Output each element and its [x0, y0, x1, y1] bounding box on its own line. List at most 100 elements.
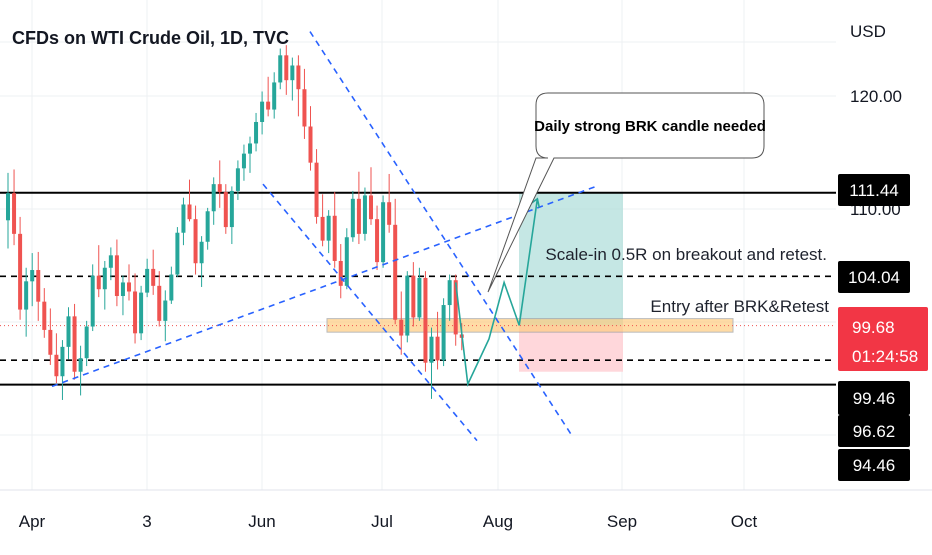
- candle-body-73: [447, 280, 452, 306]
- candle-body-38: [235, 168, 240, 191]
- trendline-falling-lower: [262, 183, 478, 442]
- candle-body-61: [375, 219, 380, 263]
- x-tick-4: Aug: [483, 512, 513, 531]
- target-zone: [519, 192, 623, 326]
- candle-body-11: [72, 316, 77, 372]
- candle-body-39: [241, 153, 246, 169]
- candle-body-33: [205, 211, 210, 242]
- candle-body-21: [133, 291, 138, 334]
- x-tick-0: Apr: [19, 512, 46, 531]
- candle-body-34: [211, 184, 216, 212]
- candle-body-10: [66, 316, 71, 347]
- candle-body-58: [356, 198, 361, 234]
- candle-body-67: [411, 275, 416, 318]
- trendline-falling-upper: [309, 31, 574, 438]
- annotation-scale-in: Scale-in 0.5R on breakout and retest.: [545, 245, 827, 264]
- candle-body-16: [102, 267, 107, 290]
- trendline-rising: [51, 185, 597, 388]
- candle-body-68: [417, 277, 422, 318]
- candle-body-51: [314, 162, 319, 217]
- chart-title: CFDs on WTI Crude Oil, 1D, TVC: [12, 28, 289, 48]
- candle-body-48: [296, 65, 301, 90]
- candle-body-44: [272, 82, 277, 110]
- candle-body-47: [290, 65, 295, 81]
- candle-body-74: [453, 280, 458, 335]
- level-label-box-2: [838, 415, 910, 447]
- candle-body-13: [84, 326, 89, 359]
- candle-body-64: [393, 224, 398, 320]
- candle-body-0: [6, 193, 10, 221]
- price-label-box: [838, 381, 910, 415]
- candle-body-40: [248, 143, 252, 154]
- candle-body-42: [260, 101, 265, 122]
- candle-body-70: [429, 336, 434, 363]
- x-tick-1: 3: [142, 512, 151, 531]
- candle-body-30: [187, 204, 192, 220]
- candle-body-46: [284, 55, 289, 81]
- candle-body-66: [405, 275, 410, 336]
- price-label-text: 99.46: [853, 389, 896, 408]
- candle-body-50: [308, 126, 313, 163]
- candle-body-52: [320, 216, 325, 241]
- candle-body-22: [139, 292, 144, 334]
- level-label-box-3: [838, 449, 910, 481]
- x-tick-6: Oct: [731, 512, 758, 531]
- callout-text: Daily strong BRK candle needed: [534, 118, 766, 135]
- y-tick-0: 120.00: [850, 87, 902, 106]
- candle-body-35: [217, 184, 222, 193]
- candle-body-7: [48, 329, 53, 355]
- candle-body-41: [254, 121, 259, 144]
- candle-body-43: [266, 101, 271, 110]
- candle-body-69: [423, 277, 428, 363]
- candle-body-4: [30, 270, 35, 282]
- candle-body-15: [96, 275, 101, 290]
- candle-body-60: [369, 195, 373, 220]
- candle-body-37: [229, 190, 234, 228]
- countdown-text: 01:24:58: [852, 347, 918, 366]
- callout-bubble: [487, 92, 765, 293]
- candle-body-26: [163, 300, 168, 321]
- candle-body-18: [114, 255, 119, 297]
- candle-body-27: [169, 274, 174, 301]
- candle-body-56: [344, 237, 349, 286]
- candle-body-1: [12, 193, 17, 234]
- candle-body-2: [18, 233, 23, 310]
- candle-body-19: [120, 282, 125, 297]
- entry-zone: [326, 318, 734, 333]
- candle-body-54: [332, 215, 337, 261]
- candle-body-31: [193, 219, 198, 264]
- level-label-box-1: [838, 261, 910, 293]
- stop-zone: [519, 325, 623, 372]
- candle-body-55: [338, 260, 343, 286]
- candle-body-12: [78, 358, 83, 372]
- candle-body-59: [362, 195, 367, 234]
- candle-body-5: [36, 270, 41, 302]
- candle-body-62: [381, 202, 386, 263]
- candle-body-36: [223, 192, 228, 228]
- candle-body-53: [326, 215, 331, 241]
- projection-path: [454, 198, 539, 388]
- current-price-text: 99.68: [852, 318, 895, 337]
- annotation-entry: Entry after BRK&Retest: [650, 297, 829, 316]
- candle-body-25: [157, 285, 162, 321]
- candles-group: [6, 45, 464, 400]
- x-tick-2: Jun: [248, 512, 275, 531]
- level-label-text-0: 111.44: [849, 181, 898, 200]
- x-tick-5: Sep: [607, 512, 637, 531]
- candle-body-6: [42, 301, 47, 330]
- candle-body-72: [441, 305, 446, 361]
- candle-body-71: [435, 336, 440, 361]
- level-label-text-3: 94.46: [853, 456, 896, 475]
- candle-body-14: [90, 275, 95, 327]
- candle-body-49: [302, 89, 307, 127]
- current-price-box: [838, 307, 928, 371]
- candle-body-45: [278, 55, 283, 83]
- candle-body-32: [199, 241, 204, 264]
- candle-body-8: [54, 354, 59, 377]
- level-label-text-1: 104.04: [848, 268, 900, 287]
- x-tick-3: Jul: [371, 512, 393, 531]
- candle-body-23: [145, 268, 150, 293]
- candle-body-28: [175, 232, 180, 275]
